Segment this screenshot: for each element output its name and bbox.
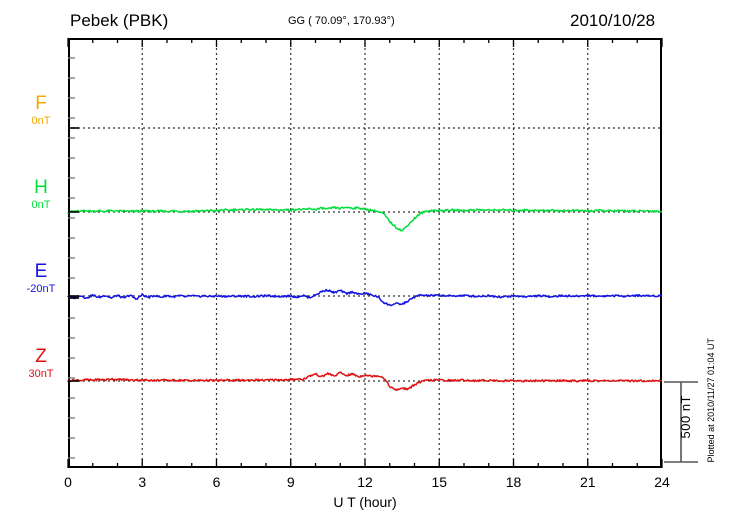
component-label-f: F 0nT <box>18 94 64 127</box>
component-letter-h: H <box>34 177 48 198</box>
x-tick-label-18: 18 <box>505 474 522 490</box>
scale-bar-label: 500 nT <box>678 395 693 439</box>
component-baseline-value-z: 30nT <box>28 368 54 380</box>
component-baseline-value-e: -20nT <box>26 283 56 295</box>
component-letter-z: Z <box>35 346 47 367</box>
geographic-coordinates: GG ( 70.09°, 170.93°) <box>288 15 395 27</box>
x-tick-label-21: 21 <box>579 474 596 490</box>
plotted-timestamp: Plotted at 2010/11/27 01:04 UT <box>706 338 716 463</box>
x-tick-label-9: 9 <box>286 474 295 490</box>
x-tick-label-6: 6 <box>212 474 221 490</box>
x-tick-label-3: 3 <box>138 474 147 490</box>
plot-frame <box>68 38 662 468</box>
component-baseline-value-h: 0nT <box>31 199 51 211</box>
x-axis-title: U T (hour) <box>333 494 397 510</box>
x-tick-label-12: 12 <box>357 474 373 490</box>
component-baseline-value-f: 0nT <box>31 115 51 127</box>
component-letter-e: E <box>34 261 48 282</box>
component-label-h: H 0nT <box>18 178 64 211</box>
component-letter-f: F <box>35 93 47 114</box>
x-tick-label-24: 24 <box>654 474 670 490</box>
component-label-e: E -20nT <box>18 262 64 295</box>
station-title: Pebek (PBK) <box>70 11 169 30</box>
observation-date: 2010/10/28 <box>570 11 656 30</box>
x-tick-label-0: 0 <box>64 474 72 490</box>
x-tick-label-15: 15 <box>431 474 448 490</box>
component-label-z: Z 30nT <box>18 347 64 380</box>
